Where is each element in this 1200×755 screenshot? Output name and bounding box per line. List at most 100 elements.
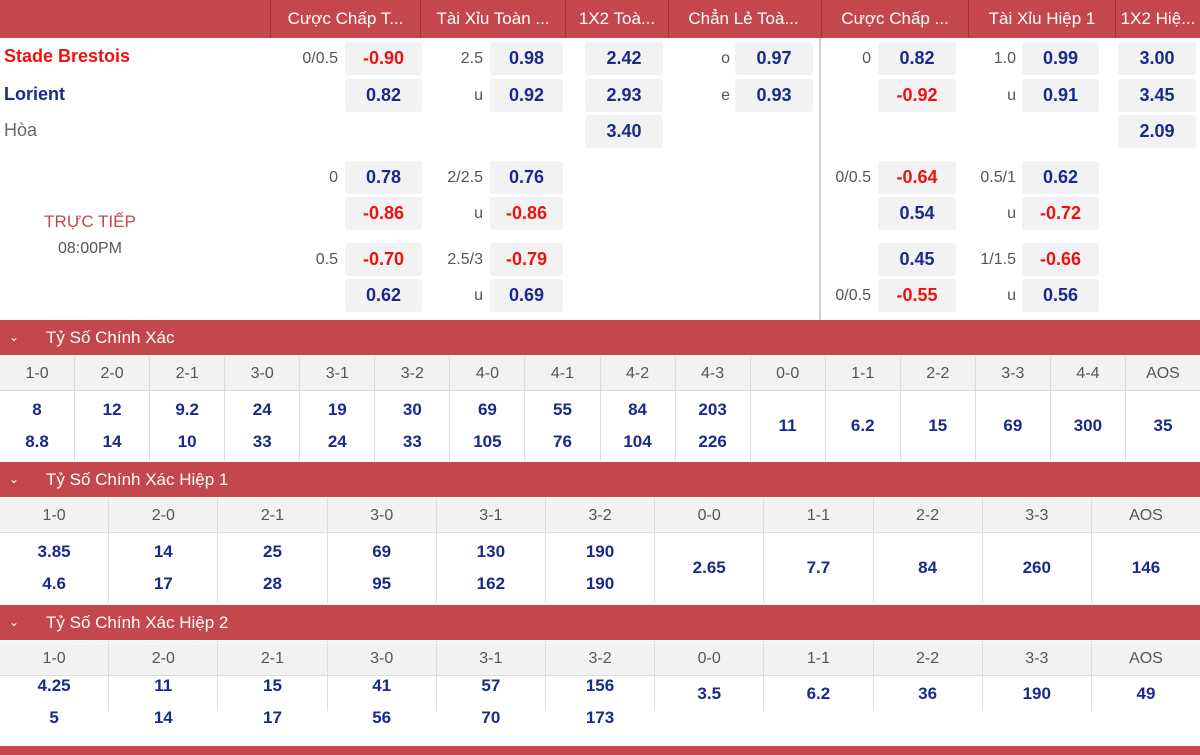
- score-odds[interactable]: 14: [153, 542, 173, 561]
- score-odds[interactable]: 57: [481, 676, 501, 695]
- score-odds[interactable]: 3.85: [37, 542, 71, 561]
- score-odds[interactable]: 49: [1136, 683, 1156, 703]
- score-odds[interactable]: 190: [585, 542, 615, 561]
- score-odds[interactable]: 300: [1073, 416, 1103, 435]
- score-odds[interactable]: 162: [476, 574, 506, 593]
- score-odds[interactable]: 5: [49, 708, 59, 727]
- score-odds[interactable]: 35: [1153, 416, 1173, 435]
- score-odds[interactable]: 69: [1003, 416, 1023, 435]
- market-header-5[interactable]: Tài Xỉu Hiệp 1: [968, 0, 1115, 38]
- market-header-0[interactable]: Cược Chấp T...: [270, 0, 420, 38]
- ah1-odds-button[interactable]: -0.55: [878, 279, 956, 312]
- score-odds[interactable]: 4.6: [42, 574, 66, 593]
- x12-odds-button[interactable]: 3.40: [585, 115, 663, 148]
- x12h1-odds-button[interactable]: 3.00: [1118, 42, 1196, 75]
- ah1-odds-button[interactable]: 0.54: [878, 197, 956, 230]
- market-header-2[interactable]: 1X2 Toà...: [565, 0, 668, 38]
- score-odds[interactable]: 9.2: [175, 400, 199, 419]
- ou-odds-button[interactable]: 0.76: [490, 161, 563, 194]
- ou1-odds-button[interactable]: -0.66: [1022, 243, 1099, 276]
- score-odds[interactable]: 12: [102, 400, 122, 419]
- ou-odds-button[interactable]: 0.92: [490, 79, 563, 112]
- score-odds[interactable]: 17: [263, 708, 282, 727]
- ou1-odds-button[interactable]: -0.72: [1022, 197, 1099, 230]
- chevron-down-icon[interactable]: ⌄: [9, 330, 20, 344]
- score-odds[interactable]: 156: [585, 676, 615, 695]
- score-odds[interactable]: 260: [1022, 558, 1051, 577]
- score-odds[interactable]: 14: [153, 708, 173, 727]
- oe-odds-button[interactable]: 0.93: [735, 79, 813, 112]
- score-odds[interactable]: 28: [263, 574, 282, 593]
- ou-odds-button[interactable]: 0.98: [490, 42, 563, 75]
- ah1-odds-button[interactable]: 0.45: [878, 243, 956, 276]
- score-odds[interactable]: 69: [477, 400, 497, 419]
- score-odds[interactable]: 76: [553, 432, 572, 451]
- ah-odds-button[interactable]: -0.70: [345, 243, 422, 276]
- ou-odds-button[interactable]: -0.86: [490, 197, 563, 230]
- score-odds[interactable]: 17: [153, 574, 173, 593]
- ou-odds-button[interactable]: 0.69: [490, 279, 563, 312]
- score-odds[interactable]: 130: [476, 542, 506, 561]
- score-odds[interactable]: 70: [481, 708, 501, 727]
- score-odds[interactable]: 3.5: [697, 683, 722, 703]
- score-odds[interactable]: 190: [585, 574, 615, 593]
- score-odds[interactable]: 146: [1131, 558, 1161, 577]
- ah-odds-button[interactable]: -0.86: [345, 197, 422, 230]
- ou-odds-button[interactable]: -0.79: [490, 243, 563, 276]
- score-odds[interactable]: 30: [402, 400, 422, 419]
- score-odds[interactable]: 2.65: [692, 558, 726, 577]
- score-odds[interactable]: 226: [698, 432, 727, 451]
- ah1-odds-button[interactable]: -0.64: [878, 161, 956, 194]
- score-odds[interactable]: 84: [628, 400, 647, 419]
- market-header-6[interactable]: 1X2 Hiệ...: [1115, 0, 1200, 38]
- score-odds[interactable]: 56: [372, 708, 392, 727]
- score-odds[interactable]: 6.2: [806, 683, 831, 703]
- market-header-3[interactable]: Chẳn Lẻ Toà...: [668, 0, 818, 38]
- score-odds[interactable]: 10: [177, 432, 197, 451]
- market-header-4[interactable]: Cược Chấp ...: [821, 0, 968, 38]
- score-odds[interactable]: 33: [402, 432, 422, 451]
- ah-odds-button[interactable]: -0.90: [345, 42, 422, 75]
- ou1-odds-button[interactable]: 0.99: [1022, 42, 1099, 75]
- oe-odds-button[interactable]: 0.97: [735, 42, 813, 75]
- score-odds[interactable]: 4.25: [37, 676, 71, 695]
- score-odds[interactable]: 24: [252, 400, 272, 419]
- x12h1-odds-button[interactable]: 3.45: [1118, 79, 1196, 112]
- chevron-down-icon[interactable]: ⌄: [9, 615, 20, 629]
- market-header-1[interactable]: Tài Xỉu Toàn ...: [420, 0, 565, 38]
- score-odds[interactable]: 14: [102, 432, 122, 451]
- score-odds[interactable]: 15: [263, 676, 282, 695]
- x12-odds-button[interactable]: 2.93: [585, 79, 663, 112]
- correct-score-section-header[interactable]: ⌄ Tỷ Số Chính Xác Hiệp 1: [0, 462, 1200, 497]
- score-odds[interactable]: 69: [372, 542, 392, 561]
- score-odds[interactable]: 19: [327, 400, 347, 419]
- ou1-odds-button[interactable]: 0.91: [1022, 79, 1099, 112]
- ou1-odds-button[interactable]: 0.56: [1022, 279, 1099, 312]
- score-odds[interactable]: 25: [263, 542, 282, 561]
- score-odds[interactable]: 203: [698, 400, 727, 419]
- score-odds[interactable]: 173: [585, 708, 615, 727]
- score-odds[interactable]: 7.7: [806, 558, 831, 577]
- ou1-odds-button[interactable]: 0.62: [1022, 161, 1099, 194]
- score-odds[interactable]: 41: [372, 676, 392, 695]
- x12h1-odds-button[interactable]: 2.09: [1118, 115, 1196, 148]
- correct-score-section-header[interactable]: ⌄ Tỷ Số Chính Xác Hiệp 2: [0, 605, 1200, 640]
- score-odds[interactable]: 8.8: [25, 432, 49, 451]
- score-odds[interactable]: 36: [918, 683, 938, 703]
- x12-odds-button[interactable]: 2.42: [585, 42, 663, 75]
- ah1-odds-button[interactable]: 0.82: [878, 42, 956, 75]
- ah-odds-button[interactable]: 0.78: [345, 161, 422, 194]
- chevron-down-icon[interactable]: ⌄: [9, 472, 20, 486]
- score-odds[interactable]: 190: [1022, 683, 1051, 703]
- score-odds[interactable]: 55: [553, 400, 572, 419]
- score-odds[interactable]: 105: [473, 432, 502, 451]
- score-odds[interactable]: 33: [252, 432, 272, 451]
- score-odds[interactable]: 104: [623, 432, 652, 451]
- score-odds[interactable]: 11: [154, 676, 173, 695]
- score-odds[interactable]: 6.2: [850, 416, 875, 435]
- score-odds[interactable]: 8: [32, 400, 42, 419]
- ah-odds-button[interactable]: 0.82: [345, 79, 422, 112]
- ah-odds-button[interactable]: 0.62: [345, 279, 422, 312]
- score-odds[interactable]: 84: [918, 558, 938, 577]
- correct-score-section-header[interactable]: ⌄ Tỷ Số Chính Xác: [0, 320, 1200, 355]
